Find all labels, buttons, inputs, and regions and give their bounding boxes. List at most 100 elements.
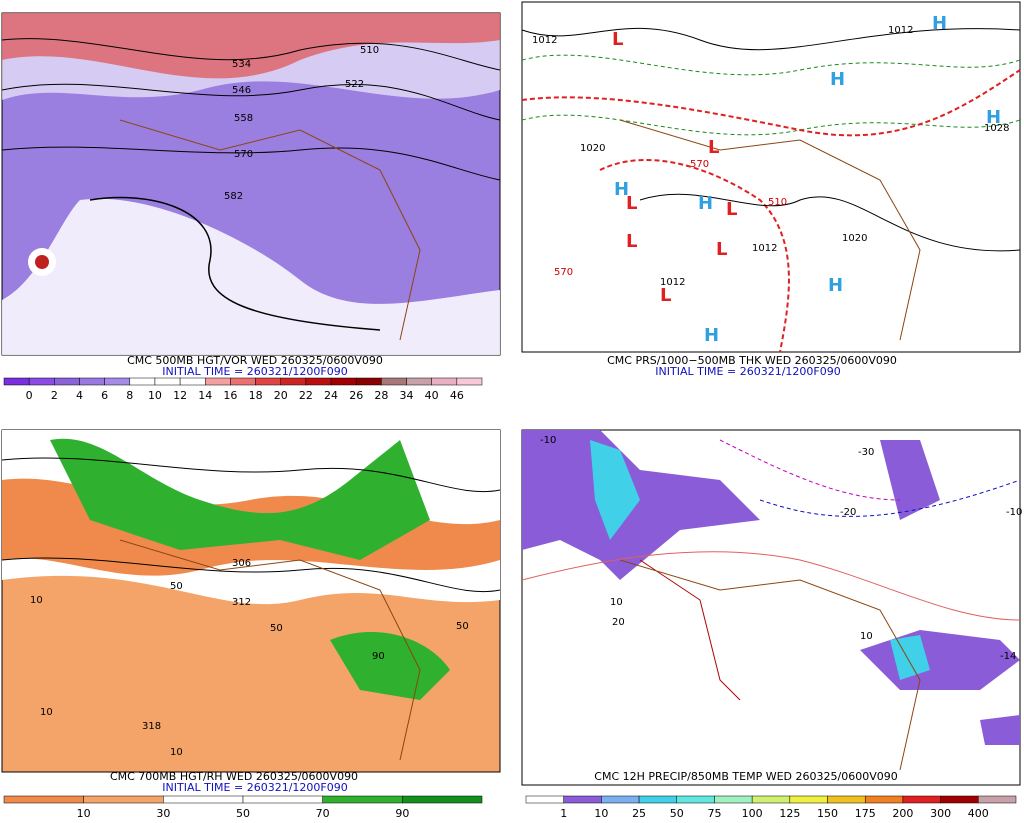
colorbar-label: 22	[299, 389, 313, 402]
contour-label: 1028	[984, 123, 1009, 134]
contour-label: -10	[540, 435, 556, 446]
contour-label: 10	[610, 597, 623, 608]
colorbar-label: 28	[374, 389, 388, 402]
colorbar-label: 200	[892, 807, 913, 819]
colorbar-swatch	[402, 795, 483, 804]
colorbar-swatch	[205, 377, 231, 386]
colorbar-label: 16	[223, 389, 237, 402]
colorbar-label: 1	[560, 807, 567, 819]
low-center: L	[716, 239, 727, 260]
map-500mb: 510 522 534 546 558 570 582	[1, 12, 501, 356]
colorbar-swatch	[255, 377, 281, 386]
colorbar-label: 30	[156, 807, 170, 819]
contour-label: 522	[345, 79, 364, 90]
colorbar-swatch	[456, 377, 483, 386]
colorbar-swatch	[638, 795, 678, 804]
contour-label: 510	[360, 45, 379, 56]
panel-title: CMC PRS/1000−500MB THK WED 260325/0600V0…	[607, 354, 897, 367]
colorbar-label: 24	[324, 389, 338, 402]
low-center: L	[626, 193, 637, 214]
colorbar-swatch	[54, 377, 80, 386]
colorbar-swatch	[978, 795, 1017, 804]
colorbar-label: 70	[316, 807, 330, 819]
contour-label: 10	[40, 707, 53, 718]
high-center: H	[698, 193, 713, 214]
contour-label: 10	[170, 747, 183, 758]
colorbar-label: 10	[77, 807, 91, 819]
colorbar-label: 300	[930, 807, 951, 819]
colorbar-label: 100	[742, 807, 763, 819]
colorbar-swatch	[676, 795, 715, 804]
contour-label: -20	[840, 507, 856, 518]
colorbar-swatch	[525, 795, 564, 804]
low-center: L	[626, 231, 637, 252]
colorbar-label: 12	[173, 389, 187, 402]
contour-label: 1012	[752, 243, 777, 254]
colorbar: 0 2 4 6 8 10 12 14 16 18 20 22 24 26 28 34 40 46	[3, 377, 483, 402]
contour-label: -30	[858, 447, 874, 458]
contour-label: 510	[768, 197, 787, 208]
colorbar-swatch	[154, 377, 181, 386]
colorbar-swatch	[322, 795, 403, 804]
colorbar-swatch	[3, 377, 30, 386]
colorbar-label: 2	[51, 389, 58, 402]
colorbar-label: 10	[148, 389, 162, 402]
colorbar-swatch	[242, 795, 323, 804]
contour-label: 570	[690, 159, 709, 170]
high-center: H	[828, 275, 843, 296]
colorbar-swatch	[714, 795, 753, 804]
colorbar-label: 25	[632, 807, 646, 819]
colorbar-swatch	[3, 795, 84, 804]
initial-time: INITIAL TIME = 260321/1200F090	[162, 365, 347, 378]
initial-time: INITIAL TIME = 260321/1200F090	[162, 781, 347, 794]
colorbar-label: 40	[425, 389, 439, 402]
colorbar-swatch	[104, 377, 131, 386]
colorbar-swatch	[305, 377, 332, 386]
map-precip: -10 -20 -30 10 20 -10 -14 10	[521, 429, 1022, 786]
colorbar-swatch	[431, 377, 458, 386]
colorbar: 10 30 50 70 90	[3, 795, 483, 820]
colorbar-swatch	[601, 795, 640, 804]
colorbar-swatch	[751, 795, 791, 804]
panel-title: CMC 700MB HGT/RH WED 260325/0600V090	[110, 770, 358, 783]
contour-label: 50	[270, 623, 283, 634]
contour-label: 10	[860, 631, 873, 642]
initial-time: INITIAL TIME = 260321/1200F090	[655, 365, 840, 378]
colorbar-swatch	[381, 377, 407, 386]
colorbar-swatch	[129, 377, 156, 386]
colorbar-swatch	[827, 795, 866, 804]
contour-label: 546	[232, 85, 251, 96]
colorbar-label: 175	[855, 807, 876, 819]
contour-label: 90	[372, 651, 385, 662]
contour-label: 318	[142, 721, 161, 732]
colorbar-label: 90	[395, 807, 409, 819]
colorbar-swatch	[406, 377, 432, 386]
contour-label: 1012	[888, 25, 913, 36]
colorbar-label: 18	[249, 389, 263, 402]
contour-label: 50	[456, 621, 469, 632]
colorbar-label: 14	[198, 389, 212, 402]
colorbar-swatch	[179, 377, 206, 386]
high-center: H	[614, 179, 629, 200]
colorbar-swatch	[163, 795, 244, 804]
contour-label: -14	[1000, 651, 1016, 662]
colorbar-label: 46	[450, 389, 464, 402]
contour-label: 534	[232, 59, 251, 70]
colorbar-label: 75	[707, 807, 721, 819]
contour-label: 10	[30, 595, 43, 606]
colorbar-label: 150	[817, 807, 838, 819]
colorbar-label: 50	[236, 807, 250, 819]
colorbar-swatch	[280, 377, 307, 386]
contour-label: 558	[234, 113, 253, 124]
contour-label: 570	[554, 267, 573, 278]
colorbar-swatch	[330, 377, 357, 386]
colorbar-swatch	[864, 795, 904, 804]
colorbar-label: 10	[594, 807, 608, 819]
map-700mb: 10 50 306 312 318 50 10 10 90 50	[1, 429, 501, 773]
colorbar-swatch	[79, 377, 105, 386]
panel-title: CMC 500MB HGT/VOR WED 260325/0600V090	[127, 354, 383, 367]
colorbar-swatch	[230, 377, 256, 386]
contour-label: 50	[170, 581, 183, 592]
colorbar-label: 50	[670, 807, 684, 819]
